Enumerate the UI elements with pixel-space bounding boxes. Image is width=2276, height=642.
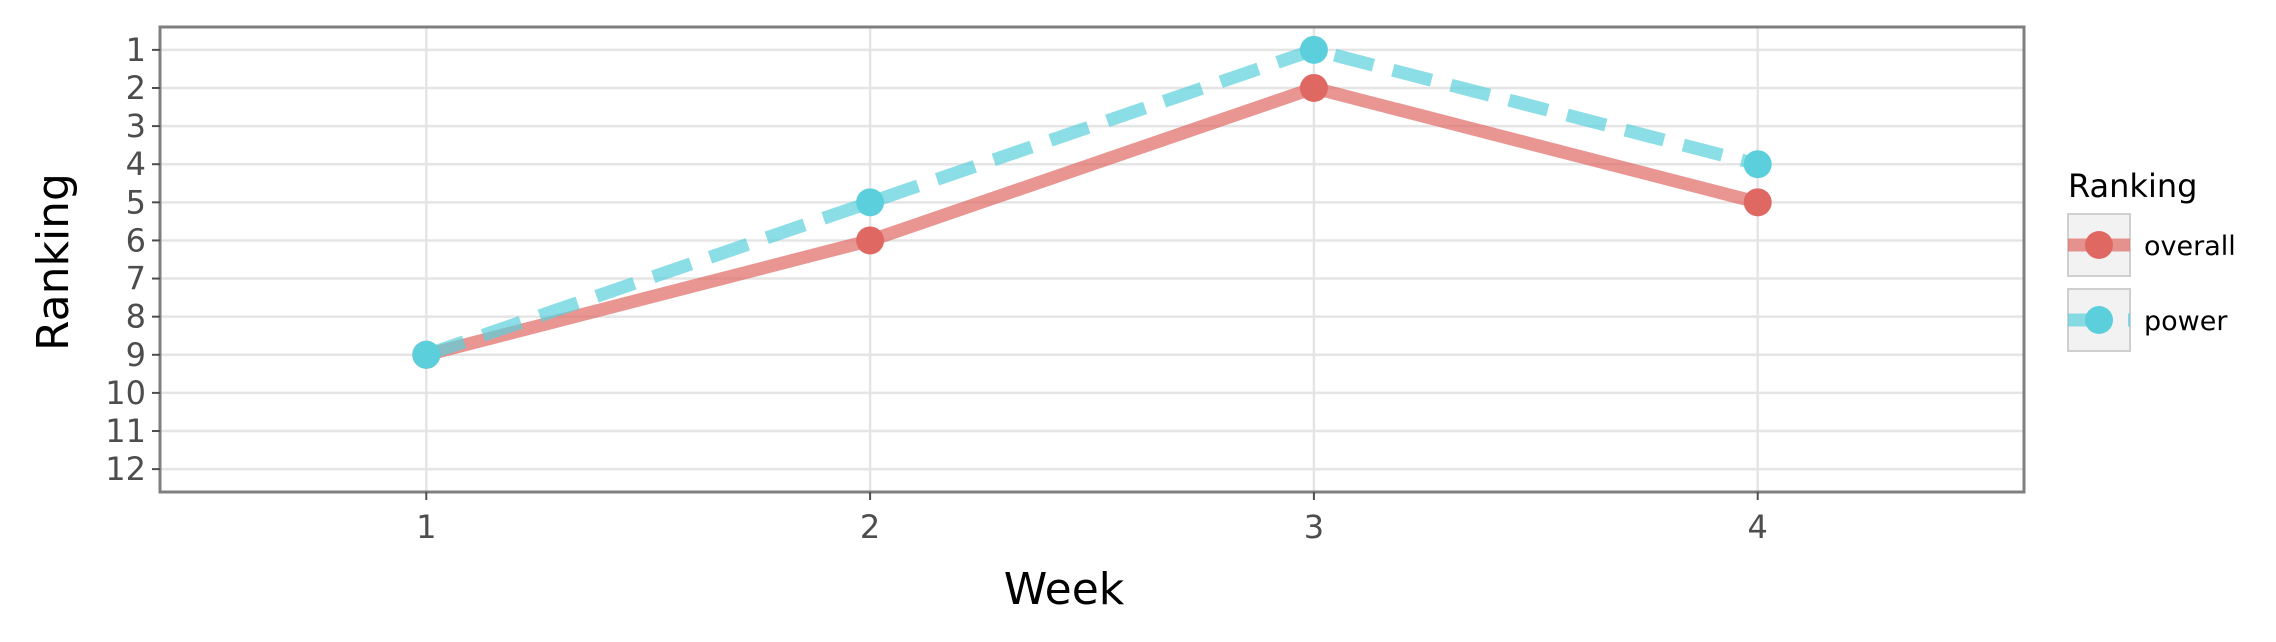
y-tick-label: 5 — [126, 183, 146, 221]
y-tick-label: 8 — [126, 298, 146, 336]
data-point-power — [1299, 35, 1328, 64]
series-points — [412, 35, 1772, 369]
grid-lines — [160, 27, 2024, 492]
x-axis: 1 2 3 4 — [416, 492, 1768, 546]
y-tick-label: 4 — [126, 145, 146, 183]
plot-background — [160, 27, 2024, 492]
x-axis-title: Week — [1004, 564, 1125, 615]
x-tick-label: 4 — [1748, 508, 1768, 546]
y-tick-label: 3 — [126, 107, 146, 145]
x-tick-label: 2 — [860, 508, 880, 546]
y-tick-label: 7 — [126, 260, 146, 298]
data-point-power — [856, 188, 885, 217]
series-line-power — [424, 43, 1760, 361]
plot-border — [158, 25, 2026, 494]
x-tick-label: 1 — [416, 508, 436, 546]
legend-items: overall power — [2067, 213, 2236, 352]
y-tick-label: 9 — [126, 336, 146, 374]
data-point-overall — [856, 226, 885, 255]
data-point-power — [412, 340, 441, 369]
legend: Ranking overall power — [2067, 167, 2236, 352]
series-lines — [424, 43, 1760, 362]
y-tick-label: 11 — [105, 412, 146, 450]
data-point-overall — [1743, 188, 1772, 217]
legend-key-point — [2085, 306, 2113, 334]
y-tick-label: 2 — [126, 69, 146, 107]
y-tick-label: 10 — [105, 374, 146, 412]
y-tick-label: 6 — [126, 221, 146, 259]
data-point-overall — [1299, 73, 1328, 102]
y-tick-label: 1 — [126, 31, 146, 69]
x-tick-label: 3 — [1304, 508, 1324, 546]
y-axis-title: Ranking — [28, 173, 79, 351]
data-point-power — [1743, 150, 1772, 179]
y-tick-label: 12 — [105, 450, 146, 488]
legend-label-overall: overall — [2144, 231, 2236, 262]
series-line-overall — [424, 81, 1760, 362]
legend-key-point — [2085, 231, 2113, 259]
legend-label-power: power — [2144, 306, 2228, 337]
legend-title: Ranking — [2068, 167, 2197, 205]
